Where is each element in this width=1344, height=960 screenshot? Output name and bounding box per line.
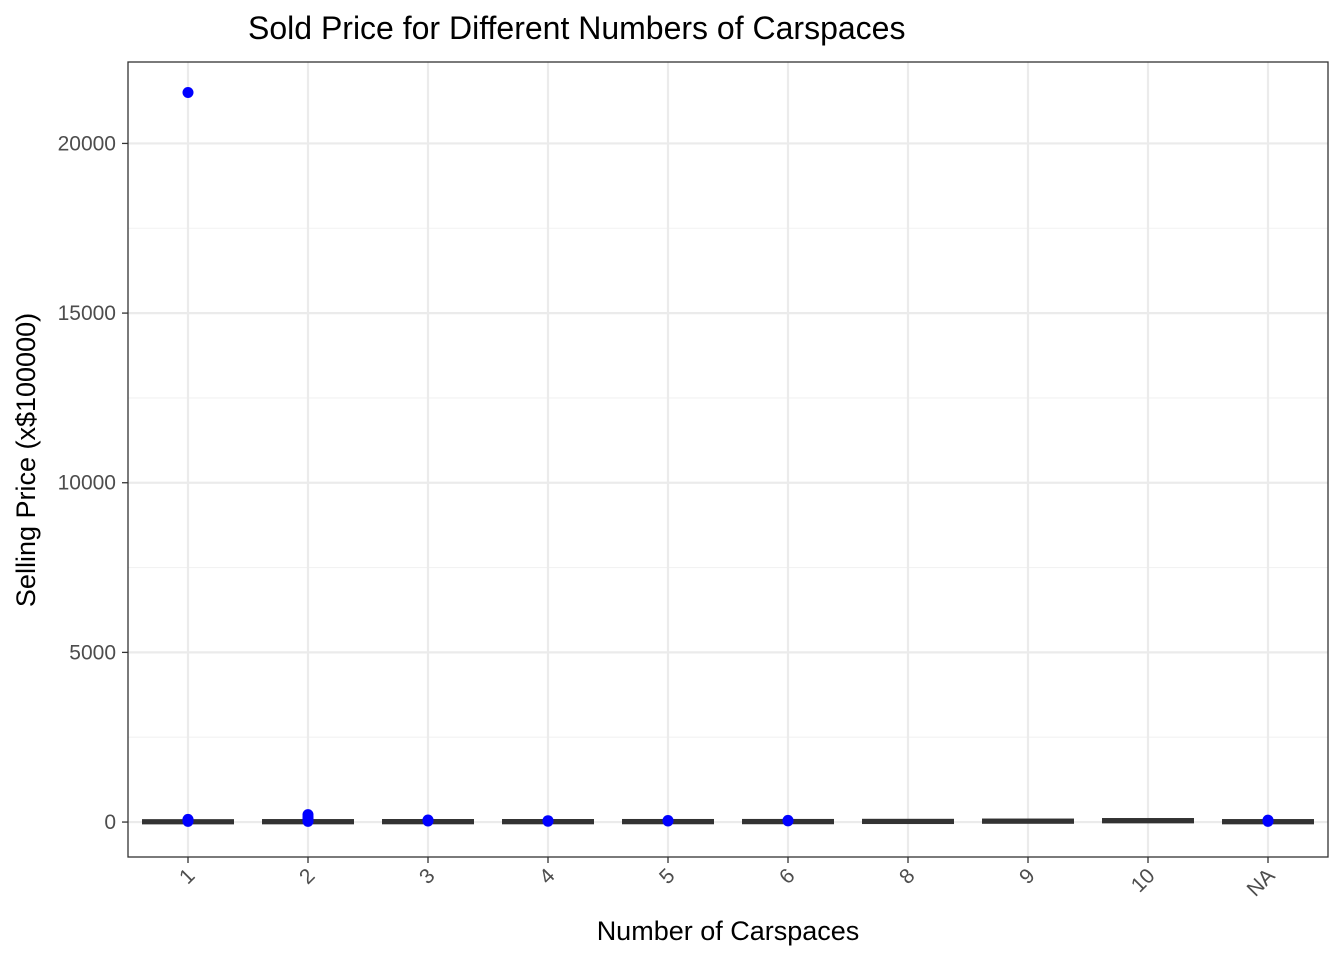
x-tick-label: 1: [175, 864, 200, 889]
x-tick-label: 8: [895, 864, 920, 889]
outlier-layer: [182, 87, 1274, 827]
y-tick-label: 15000: [58, 302, 116, 325]
x-tick-label: 5: [655, 864, 680, 889]
y-tick-label: 5000: [69, 641, 116, 664]
x-axis: 1 2 3 4 5 6 8 9 10 NA: [175, 857, 1280, 901]
x-tick-label: 4: [535, 864, 560, 889]
panel-border: [127, 61, 1329, 858]
outlier-point-3: [422, 815, 434, 827]
outlier-point-1: [182, 87, 194, 99]
x-tick-label: 10: [1127, 864, 1160, 897]
grid: [128, 62, 1328, 857]
outlier-point-1: [182, 815, 194, 827]
x-tick-label: 6: [775, 864, 800, 889]
x-tick-label: 2: [295, 864, 320, 889]
y-tick-label: 0: [104, 811, 116, 834]
y-axis-title: Selling Price (x$100000): [11, 313, 41, 607]
x-tick-label: NA: [1243, 864, 1280, 901]
x-tick-label: 9: [1015, 864, 1040, 889]
outlier-point-NA: [1262, 815, 1274, 827]
outlier-point-5: [662, 815, 674, 827]
outlier-point-6: [782, 815, 794, 827]
outlier-point-2: [302, 815, 314, 827]
y-tick-label: 20000: [58, 132, 116, 155]
outlier-point-4: [542, 815, 554, 827]
y-axis: 0 5000 10000 15000 20000: [58, 132, 128, 834]
chart-title: Sold Price for Different Numbers of Cars…: [248, 10, 905, 46]
y-tick-label: 10000: [58, 472, 116, 495]
x-tick-label: 3: [415, 864, 440, 889]
x-axis-title: Number of Carspaces: [597, 916, 860, 946]
